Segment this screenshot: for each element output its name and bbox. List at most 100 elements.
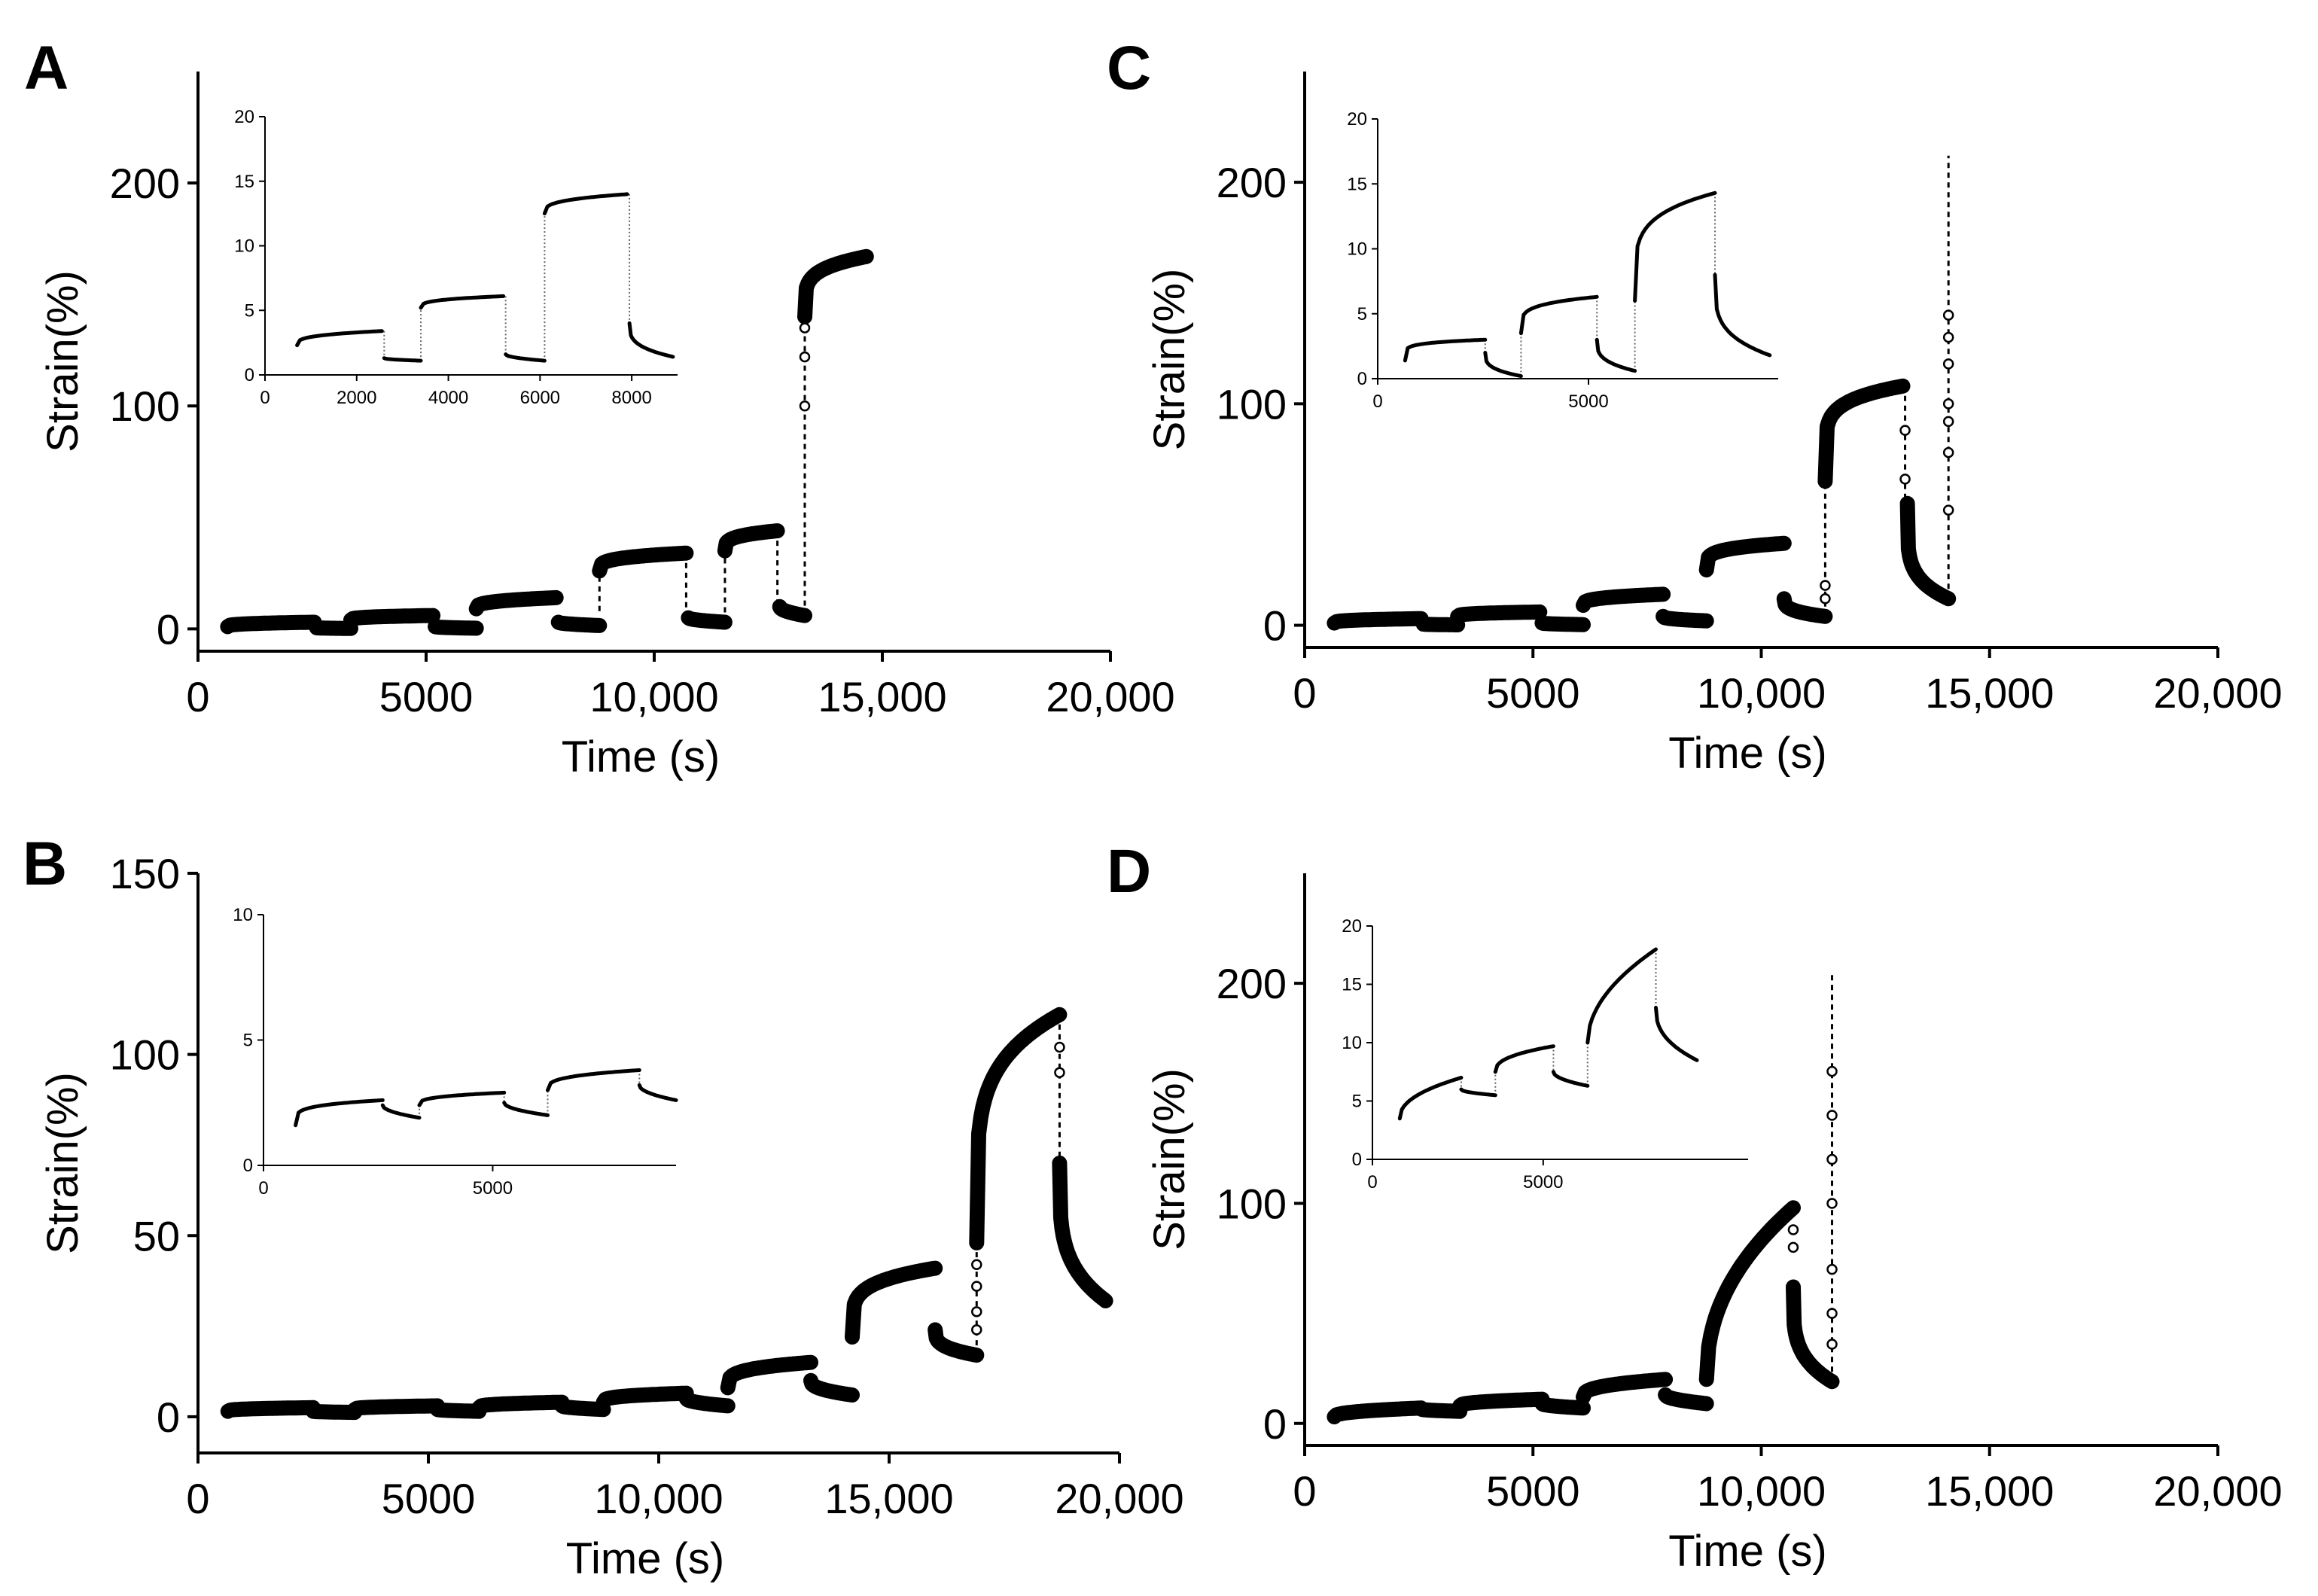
- series-segment: [343, 608, 441, 628]
- inset-x-tick-label: 0: [258, 1178, 268, 1199]
- inset-y-tick-label: 10: [233, 905, 253, 925]
- series-segment: [1450, 604, 1548, 624]
- series-segment: [1698, 1200, 1801, 1387]
- series-segment: [1698, 535, 1792, 577]
- y-tick-label: 0: [157, 605, 180, 653]
- inset-y-tick-label: 20: [1342, 916, 1362, 937]
- y-tick-label: 0: [1263, 602, 1287, 650]
- x-tick-label: 15,000: [824, 1475, 953, 1522]
- inset-x-tick-label: 5000: [1523, 1172, 1563, 1192]
- x-axis-title: Time (s): [566, 1534, 724, 1583]
- series-segment: [1576, 586, 1671, 614]
- series-segment: [1534, 615, 1591, 632]
- series-segment: [1327, 1400, 1429, 1424]
- data-point-marker: [971, 1324, 982, 1336]
- y-axis-title: Strain(%): [38, 270, 87, 452]
- inset-series-segment: [1493, 1044, 1555, 1074]
- y-tick-label: 50: [133, 1212, 180, 1259]
- data-point-marker: [1899, 474, 1911, 485]
- x-tick-label: 15,000: [1925, 669, 2054, 717]
- series-segment: [1452, 1391, 1550, 1414]
- data-point-marker: [1820, 580, 1831, 591]
- y-tick-label: 150: [110, 850, 180, 897]
- data-point-marker: [971, 1306, 982, 1317]
- x-tick-label: 10,000: [594, 1475, 723, 1522]
- inset-y-tick-label: 0: [243, 1156, 253, 1176]
- y-tick-label: 100: [1217, 380, 1287, 428]
- inset-x-tick-label: 2000: [337, 388, 376, 408]
- inset-series-segment: [380, 1103, 422, 1120]
- x-tick-label: 10,000: [589, 673, 718, 720]
- series-segment: [1534, 1396, 1591, 1416]
- y-axis-title: Strain(%): [1145, 1068, 1194, 1250]
- series-segment: [550, 614, 608, 633]
- data-point-marker: [1942, 309, 1954, 321]
- x-axis-title: Time (s): [562, 733, 720, 781]
- series-segment: [1655, 608, 1714, 629]
- inset-series-segment: [1518, 294, 1599, 336]
- data-point-marker: [1826, 1339, 1838, 1350]
- inset-x-tick-label: 0: [1367, 1172, 1377, 1192]
- series-segment: [1899, 495, 1957, 607]
- series-segment: [1786, 1279, 1840, 1390]
- inset-x-tick-label: 4000: [428, 388, 468, 408]
- series-segment: [969, 1007, 1068, 1250]
- inset-series-segment: [504, 352, 547, 363]
- y-tick-label: 100: [1217, 1180, 1287, 1227]
- series-segment: [430, 1402, 487, 1419]
- inset-x-tick-label: 5000: [1568, 391, 1608, 412]
- x-tick-label: 10,000: [1697, 669, 1826, 717]
- inset-y-tick-label: 20: [234, 107, 254, 127]
- data-point-marker: [1826, 1198, 1838, 1209]
- inset-series-segment: [1459, 1087, 1497, 1098]
- x-tick-label: 5000: [382, 1475, 476, 1522]
- data-point-marker: [1054, 1041, 1065, 1053]
- series-segment: [1658, 1387, 1714, 1412]
- x-tick-label: 10,000: [1697, 1467, 1826, 1515]
- data-point-marker: [1942, 504, 1954, 516]
- inset-y-tick-label: 5: [1352, 1092, 1362, 1112]
- inset-series-segment: [419, 294, 506, 310]
- panel-label-a: A: [24, 34, 69, 102]
- inset-y-tick-label: 10: [1347, 239, 1367, 260]
- series-segment: [592, 545, 694, 579]
- series-segment: [220, 1400, 321, 1419]
- panel-label-b: B: [23, 830, 67, 898]
- x-tick-label: 15,000: [818, 673, 946, 720]
- x-tick-label: 0: [1293, 1467, 1316, 1515]
- data-point-marker: [1826, 1110, 1838, 1121]
- y-tick-label: 100: [110, 1031, 180, 1079]
- data-point-marker: [1787, 1241, 1799, 1253]
- y-tick-label: 200: [1217, 159, 1287, 206]
- inset-x-tick-label: 0: [260, 388, 270, 408]
- x-tick-label: 0: [1293, 669, 1316, 717]
- inset-series-segment: [637, 1083, 678, 1102]
- inset-series-segment: [294, 1098, 385, 1128]
- inset-chart: 0 2000 4000 6000 8000 0 5 10 15 20: [234, 107, 678, 408]
- inset-series-segment: [1713, 273, 1772, 358]
- inset-series-segment: [1397, 1076, 1464, 1121]
- inset-y-tick-label: 5: [243, 1031, 253, 1051]
- series-segment: [220, 614, 322, 635]
- y-axis-title: Strain(%): [1145, 269, 1194, 451]
- x-tick-label: 20,000: [2153, 669, 2282, 717]
- y-tick-label: 200: [1217, 960, 1287, 1007]
- data-point-marker: [1820, 593, 1831, 605]
- data-point-marker: [971, 1281, 982, 1292]
- x-tick-label: 5000: [379, 673, 474, 720]
- inset-y-tick-label: 15: [1342, 975, 1362, 995]
- data-point-marker: [1899, 425, 1911, 436]
- data-point-marker: [1826, 1153, 1838, 1165]
- x-axis-title: Time (s): [1668, 1527, 1826, 1576]
- series-segment: [1327, 611, 1429, 631]
- inset-y-tick-label: 15: [234, 172, 254, 192]
- data-point-marker: [1942, 358, 1954, 370]
- inset-y-tick-label: 10: [1342, 1033, 1362, 1053]
- inset-series-segment: [1654, 1006, 1699, 1062]
- inset-x-tick-label: 8000: [611, 388, 651, 408]
- series-segment: [717, 523, 785, 559]
- y-tick-label: 0: [157, 1393, 180, 1441]
